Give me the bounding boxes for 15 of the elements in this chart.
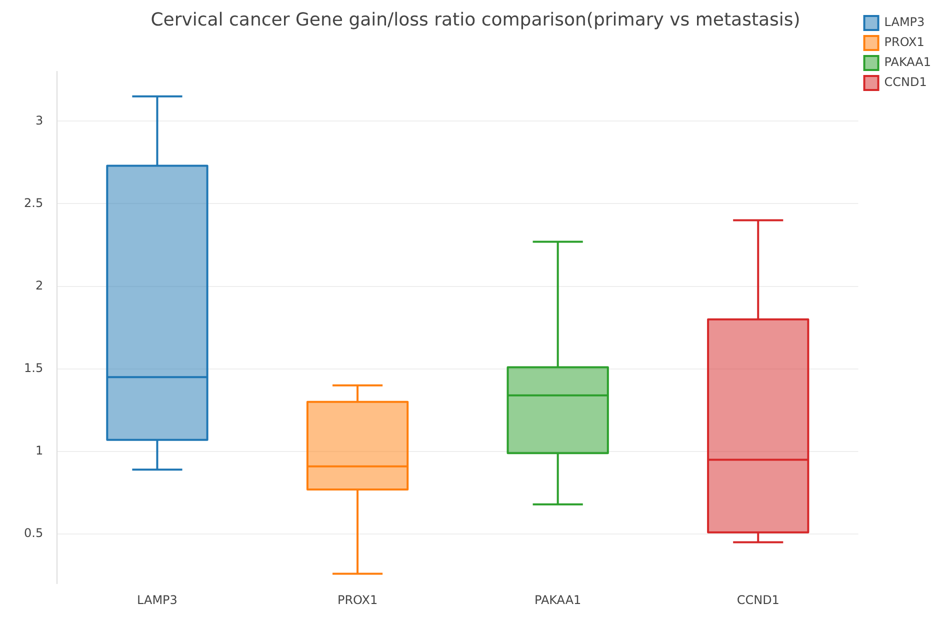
x-tick-label: PAKAA1	[534, 592, 582, 607]
y-tick-label: 1	[35, 444, 44, 458]
y-tick-label: 1.5	[24, 361, 44, 376]
y-tick-label: 3	[35, 113, 44, 128]
x-tick-label: LAMP3	[137, 592, 178, 607]
legend-label: CCND1	[884, 75, 927, 90]
chart-title: Cervical cancer Gene gain/loss ratio comparison(primary vs metastasis)	[150, 9, 800, 30]
legend-label: PAKAA1	[884, 55, 932, 70]
y-tick-label: 2	[35, 278, 44, 292]
y-tick-label: 2.5	[24, 196, 44, 210]
legend-label: LAMP3	[884, 15, 925, 30]
x-tick-label: PROX1	[337, 592, 378, 607]
y-tick-label: 0.5	[24, 526, 44, 540]
legend-label: PROX1	[884, 35, 924, 50]
x-tick-label: CCND1	[736, 592, 780, 607]
